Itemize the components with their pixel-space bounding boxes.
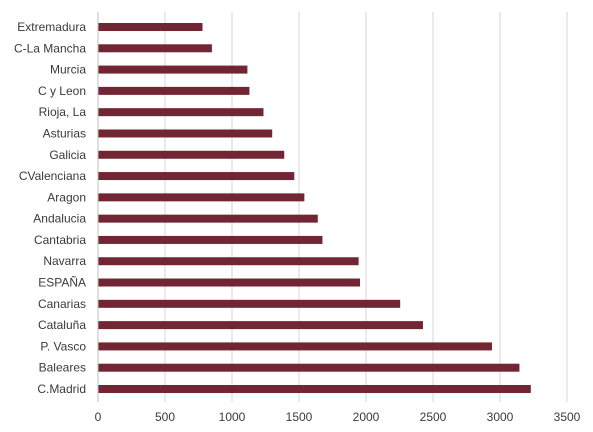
category-label: Canarias bbox=[38, 297, 86, 311]
bar bbox=[98, 235, 323, 244]
gridlines bbox=[164, 12, 568, 402]
category-label: Baleares bbox=[39, 361, 86, 375]
category-label: Asturias bbox=[43, 126, 86, 140]
category-labels: Extremadura C-La Mancha Murcia C y Leon Rioj… bbox=[14, 20, 86, 396]
category-label: ESPAÑA bbox=[38, 276, 86, 290]
bar bbox=[98, 363, 520, 372]
category-label: Extremadura bbox=[17, 20, 86, 34]
category-label: C.Madrid bbox=[37, 382, 86, 396]
category-label: CValenciana bbox=[19, 169, 86, 183]
bar bbox=[98, 257, 359, 266]
bar bbox=[98, 214, 318, 223]
bar bbox=[98, 278, 360, 287]
x-tick-labels: 0 500 1000 1500 2000 2500 3000 3500 bbox=[95, 410, 581, 424]
bar bbox=[98, 172, 295, 181]
bar bbox=[98, 150, 285, 159]
bar bbox=[98, 299, 401, 308]
bars bbox=[98, 23, 531, 393]
x-tick-label: 500 bbox=[155, 410, 175, 424]
x-tick-label: 3000 bbox=[487, 410, 514, 424]
category-label: Andalucia bbox=[33, 212, 86, 226]
category-label: P. Vasco bbox=[40, 339, 86, 353]
x-tick-label: 0 bbox=[95, 410, 102, 424]
category-label: C y Leon bbox=[38, 84, 86, 98]
bar bbox=[98, 342, 492, 351]
category-label: Murcia bbox=[50, 63, 86, 77]
bar bbox=[98, 129, 273, 138]
category-label: Cantabria bbox=[34, 233, 86, 247]
x-tick-label: 1000 bbox=[219, 410, 246, 424]
bar bbox=[98, 385, 531, 393]
bar bbox=[98, 86, 250, 95]
category-label: Rioja, La bbox=[39, 105, 87, 119]
bar bbox=[98, 321, 423, 330]
bar bbox=[98, 108, 264, 117]
x-tick-label: 1500 bbox=[286, 410, 313, 424]
bar bbox=[98, 193, 305, 202]
bar bbox=[98, 44, 212, 53]
category-label: Navarra bbox=[43, 254, 86, 268]
category-label: Cataluña bbox=[38, 318, 86, 332]
category-label: C-La Mancha bbox=[14, 41, 86, 55]
x-tick-label: 2500 bbox=[420, 410, 447, 424]
bar bbox=[98, 23, 203, 31]
category-label: Galicia bbox=[49, 148, 86, 162]
bar bbox=[98, 65, 248, 74]
x-tick-label: 3500 bbox=[554, 410, 581, 424]
x-tick-label: 2000 bbox=[353, 410, 380, 424]
category-label: Aragon bbox=[47, 190, 86, 204]
